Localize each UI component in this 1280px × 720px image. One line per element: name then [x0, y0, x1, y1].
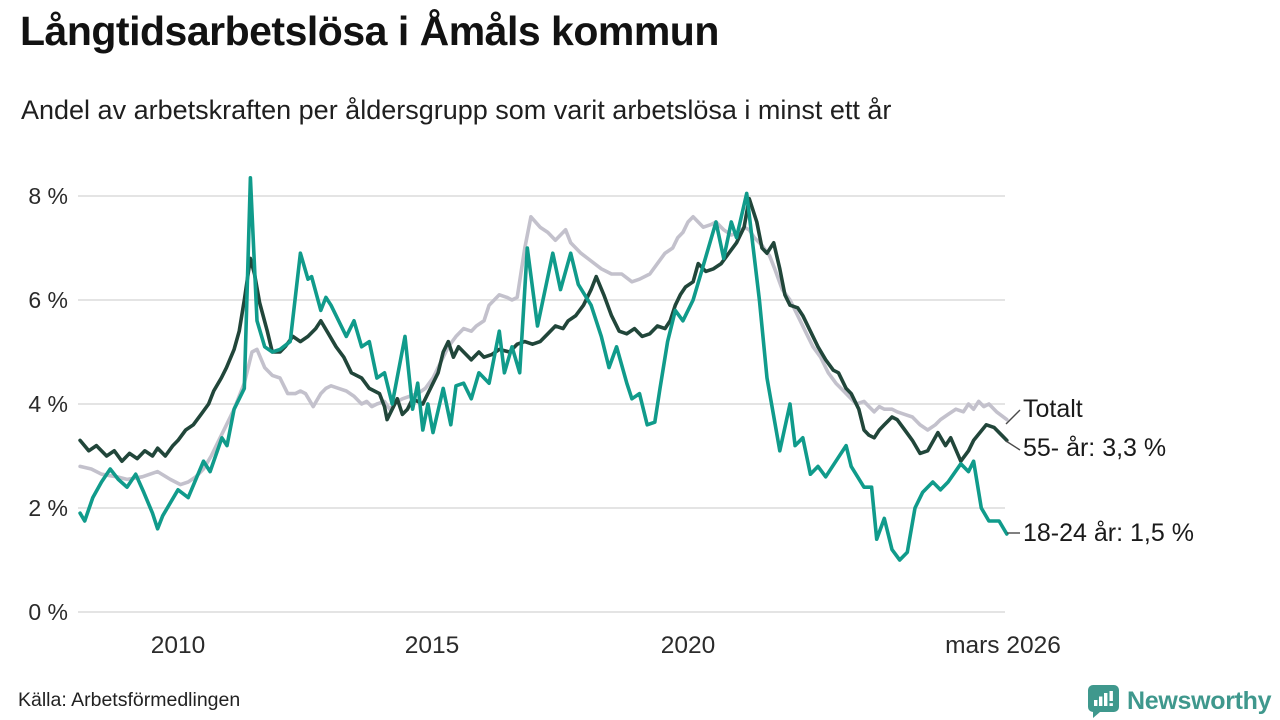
page-title: Långtidsarbetslösa i Åmåls kommun — [20, 8, 719, 54]
leader-totalt — [1005, 409, 1021, 425]
x-tick-2010: 2010 — [150, 632, 206, 659]
leader-55 — [1005, 440, 1021, 451]
series-line-totalt — [78, 215, 1009, 487]
newsworthy-logo-text: Newsworthy — [1127, 686, 1272, 715]
series-label-totalt: Totalt — [1023, 395, 1083, 423]
page-subtitle: Andel av arbetskraften per åldersgrupp s… — [21, 95, 892, 125]
source-note: Källa: Arbetsförmedlingen — [18, 689, 241, 711]
newsworthy-logo[interactable]: Newsworthy — [1086, 684, 1272, 718]
x-tick-mars-2026: mars 2026 — [945, 632, 1061, 659]
y-tick-6: 6 % — [28, 287, 68, 313]
newsworthy-logo-icon — [1088, 685, 1119, 718]
gridlines — [78, 195, 1005, 613]
series-lines — [78, 176, 1009, 562]
series-label-18-24: 18-24 år: 1,5 % — [1023, 519, 1194, 547]
series-line-55 — [78, 196, 1009, 464]
y-tick-4: 4 % — [28, 391, 68, 417]
series-label-55: 55- år: 3,3 % — [1023, 434, 1167, 462]
x-tick-2020: 2020 — [660, 632, 716, 659]
y-tick-8: 8 % — [28, 183, 68, 209]
label-leader-lines — [1005, 409, 1021, 534]
y-tick-0: 0 % — [28, 599, 68, 625]
x-tick-2015: 2015 — [404, 632, 460, 659]
series-line-18-24 — [78, 176, 1009, 562]
y-tick-2: 2 % — [28, 495, 68, 521]
